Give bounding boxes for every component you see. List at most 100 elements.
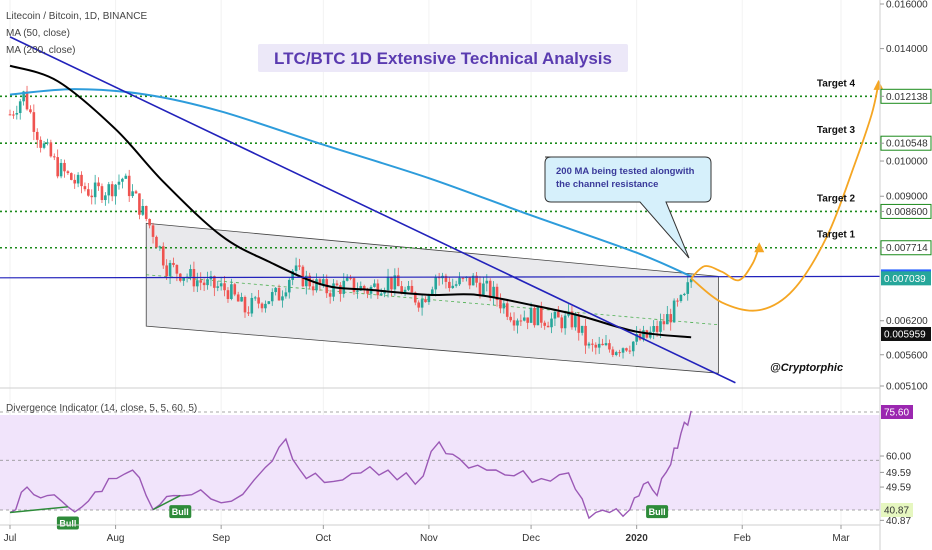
candle-body	[250, 297, 254, 314]
bull-divergence-line	[9, 506, 68, 514]
candle-body	[158, 246, 162, 248]
candle-body	[424, 299, 427, 303]
bull-divergence-line	[152, 494, 181, 511]
candle-body	[12, 114, 15, 116]
candle-body	[410, 285, 414, 293]
candle-body	[216, 286, 220, 288]
candle-body	[652, 326, 655, 332]
candle-body	[485, 280, 489, 284]
candle-body	[509, 316, 512, 321]
candle-body	[461, 277, 465, 279]
candle-body	[478, 282, 482, 295]
candle-body	[277, 287, 281, 301]
candle-body	[550, 318, 553, 328]
candle-body	[257, 297, 260, 304]
candle-body	[376, 283, 380, 296]
candle-body	[580, 325, 584, 333]
candle-body	[175, 264, 179, 274]
candle-body	[488, 280, 492, 298]
price-tag	[881, 271, 931, 286]
candle-body	[270, 292, 274, 302]
candle-body	[492, 286, 495, 298]
candle-body	[420, 299, 424, 308]
candle-body	[90, 195, 94, 198]
candle-body	[526, 317, 529, 323]
time-axis[interactable]: Jul Aug Sep Oct Nov Dec 2020 Feb Mar	[4, 525, 851, 544]
candle-body	[584, 325, 587, 346]
author-signature: @Cryptorphic	[770, 362, 843, 374]
candle-body	[182, 277, 185, 281]
candle-body	[362, 285, 366, 290]
candle-body	[597, 343, 601, 348]
candle-body	[155, 236, 158, 248]
candle-body	[274, 287, 277, 293]
candle-body	[475, 275, 478, 283]
candle-body	[659, 321, 662, 332]
candle-body	[260, 303, 264, 309]
candle-body	[189, 269, 192, 277]
candle-body	[328, 293, 332, 297]
horizontal-trendline	[0, 275, 881, 279]
indicator-tag-text: 75.60	[884, 408, 909, 419]
symbol-label: Litecoin / Bitcoin, 1D, BINANCE	[6, 11, 147, 22]
candle-body	[202, 282, 206, 286]
candle-body	[655, 326, 659, 332]
indicator-tick-label: 49.59	[886, 468, 911, 479]
candle-body	[373, 283, 376, 287]
bull-badge	[56, 516, 79, 530]
callout-line-1: 200 MA being tested alongwith	[556, 166, 695, 177]
target-labels: Target 4 Target 3 Target 2 Target 1	[817, 78, 856, 240]
candle-body	[635, 333, 638, 342]
candle-body	[70, 173, 73, 180]
candle-body	[345, 277, 349, 281]
time-tick-label: 2020	[626, 533, 649, 544]
price-tick-label: 0.008600	[886, 207, 928, 218]
candle-body	[267, 301, 271, 304]
time-tick-label: Dec	[522, 533, 540, 544]
price-tick-label: 0.016000	[886, 0, 928, 11]
candle-body	[539, 306, 543, 323]
candle-body	[482, 283, 485, 295]
descending-trendline	[9, 36, 736, 384]
candle-body	[66, 171, 70, 174]
candle-body	[512, 320, 516, 326]
candle-body	[516, 320, 519, 326]
candle-body	[247, 312, 250, 314]
candle-body	[594, 344, 598, 348]
price-tag	[881, 326, 931, 341]
price-axis[interactable]: 0.016000 0.014000 0.012138 0.010548 0.010000…	[880, 0, 932, 393]
target-label: Target 3	[817, 125, 856, 136]
candle-body	[127, 175, 131, 197]
candle-body	[29, 109, 32, 113]
candle-body	[618, 352, 621, 354]
candle-body	[403, 289, 407, 294]
time-tick-label: Mar	[832, 533, 850, 544]
candle-body	[233, 284, 237, 295]
candle-body	[437, 277, 441, 279]
bull-label: Bull	[649, 507, 666, 517]
projection-arrow-head-2	[873, 79, 884, 90]
target-label: Target 1	[817, 230, 856, 241]
candle-body	[294, 265, 298, 271]
candle-body	[560, 317, 564, 329]
candle-body	[73, 179, 77, 184]
candle-body	[471, 275, 475, 286]
candle-body	[454, 284, 458, 286]
candle-body	[686, 282, 690, 294]
candle-body	[18, 101, 22, 114]
candle-body	[553, 311, 557, 319]
candle-body	[533, 308, 536, 326]
candle-body	[196, 280, 199, 287]
candle-body	[134, 191, 138, 194]
candle-body	[83, 186, 87, 190]
candle-body	[46, 142, 49, 144]
candle-body	[226, 290, 230, 299]
candle-body	[165, 265, 168, 277]
candle-body	[468, 276, 472, 286]
candle-body	[625, 348, 628, 351]
candle-body	[213, 276, 216, 288]
candle-body	[42, 143, 46, 148]
candle-body	[151, 225, 155, 237]
